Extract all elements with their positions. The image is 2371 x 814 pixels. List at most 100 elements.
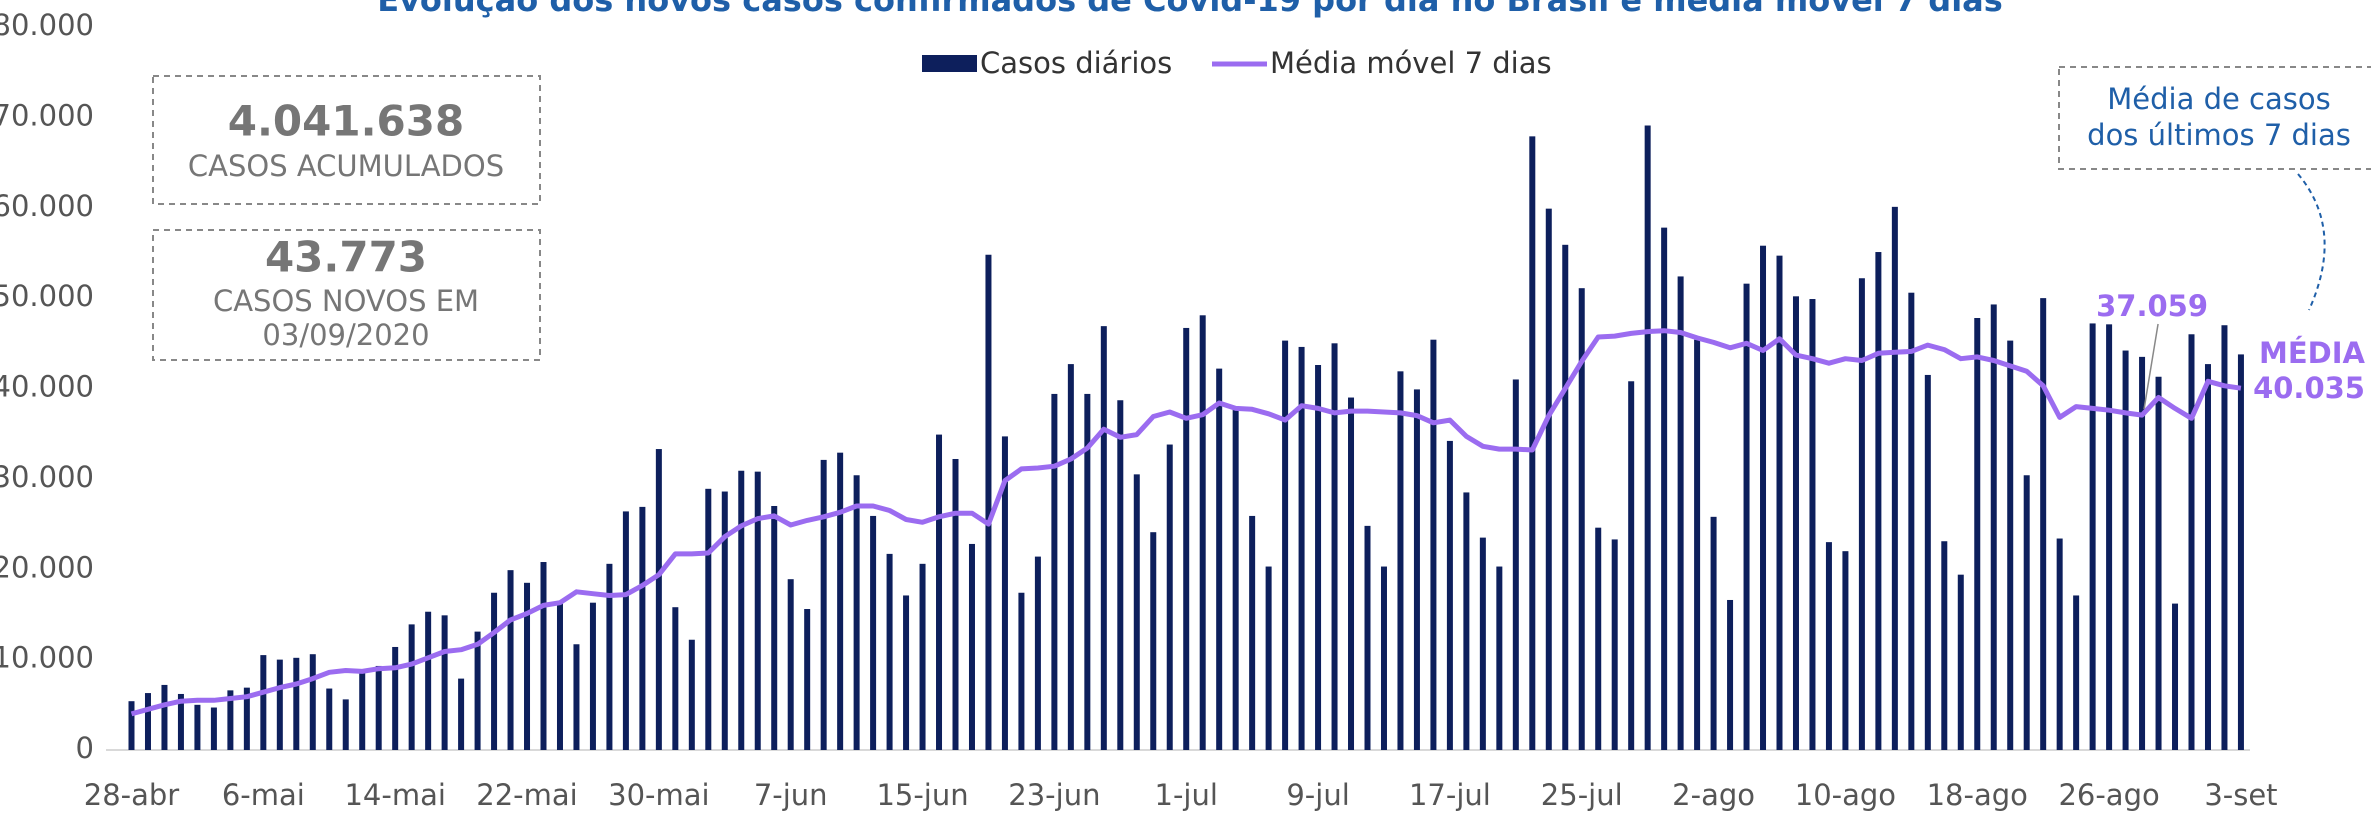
bar bbox=[392, 646, 399, 750]
x-tick-label: 22-mai bbox=[476, 778, 577, 812]
x-tick-label: 14-mai bbox=[344, 778, 445, 812]
x-tick-label: 30-mai bbox=[608, 778, 709, 812]
bar bbox=[1512, 379, 1519, 750]
bar bbox=[293, 657, 300, 750]
bar bbox=[2073, 595, 2080, 750]
y-tick-label: 50.000 bbox=[0, 279, 94, 313]
bar bbox=[1199, 315, 1206, 750]
bar bbox=[507, 570, 514, 750]
bar bbox=[2139, 356, 2146, 750]
bar bbox=[227, 690, 234, 750]
bar bbox=[1595, 527, 1602, 750]
bar bbox=[1974, 318, 1981, 750]
bar bbox=[1249, 515, 1256, 750]
x-tick-label: 6-mai bbox=[222, 778, 305, 812]
bar bbox=[672, 607, 679, 750]
bar bbox=[1578, 288, 1585, 750]
x-tick-label: 9-jul bbox=[1286, 778, 1349, 812]
bar bbox=[853, 475, 860, 750]
bar bbox=[359, 672, 366, 750]
bar bbox=[1216, 368, 1223, 750]
x-tick-label: 23-jun bbox=[1008, 778, 1100, 812]
x-tick-label: 15-jun bbox=[876, 778, 968, 812]
bar bbox=[1858, 278, 1865, 750]
bar bbox=[1677, 276, 1684, 750]
label-leader bbox=[2143, 323, 2159, 410]
bar bbox=[968, 543, 975, 750]
bar bbox=[1232, 407, 1239, 750]
bar bbox=[1397, 371, 1404, 750]
bar bbox=[1315, 365, 1322, 750]
bar bbox=[2040, 298, 2047, 750]
bar bbox=[738, 470, 745, 750]
bar bbox=[243, 687, 250, 750]
bar bbox=[408, 624, 415, 750]
bar bbox=[1117, 400, 1124, 750]
bar bbox=[128, 701, 135, 750]
bar bbox=[1529, 136, 1536, 750]
y-tick-label: 80.000 bbox=[0, 8, 94, 42]
bar bbox=[1743, 283, 1750, 750]
bar bbox=[1957, 574, 1964, 750]
y-tick-label: 20.000 bbox=[0, 550, 94, 584]
bar bbox=[2221, 325, 2228, 750]
bar bbox=[1084, 393, 1091, 750]
bar bbox=[540, 562, 547, 750]
bar bbox=[1727, 599, 1734, 750]
bar bbox=[2056, 538, 2063, 750]
x-tick-label: 26-ago bbox=[2058, 778, 2159, 812]
bar bbox=[524, 582, 531, 750]
bar bbox=[1694, 339, 1701, 750]
bar bbox=[425, 611, 432, 750]
bar bbox=[1809, 299, 1816, 750]
bar bbox=[2204, 364, 2211, 750]
bar bbox=[1100, 326, 1107, 750]
bar bbox=[606, 563, 613, 750]
bar bbox=[1018, 592, 1025, 750]
note-connector bbox=[2297, 173, 2326, 311]
bar bbox=[1891, 206, 1898, 750]
bar bbox=[2007, 340, 2014, 750]
bar bbox=[1331, 343, 1338, 750]
y-tick-label: 60.000 bbox=[0, 189, 94, 223]
bar bbox=[903, 595, 910, 750]
bar bbox=[342, 699, 349, 750]
chart-title: Evolução dos novos casos confirmados de … bbox=[377, 0, 2003, 19]
bar bbox=[870, 515, 877, 750]
x-tick-label: 10-ago bbox=[1795, 778, 1896, 812]
x-tick-label: 3-set bbox=[2204, 778, 2277, 812]
legend-label: Média móvel 7 dias bbox=[1270, 46, 1552, 80]
x-tick-label: 25-jul bbox=[1541, 778, 1623, 812]
bar bbox=[1348, 397, 1355, 750]
new-cases-label: 03/09/2020 bbox=[262, 318, 429, 352]
bar bbox=[1924, 374, 1931, 750]
bar bbox=[721, 491, 728, 750]
bar bbox=[1908, 292, 1915, 750]
bar bbox=[375, 665, 382, 750]
bar bbox=[1364, 525, 1371, 750]
bar bbox=[1545, 208, 1552, 750]
bar bbox=[936, 434, 943, 750]
x-tick-label: 1-jul bbox=[1155, 778, 1218, 812]
bar bbox=[1990, 304, 1997, 750]
new-cases-label: CASOS NOVOS EM bbox=[213, 284, 479, 318]
bar bbox=[1710, 516, 1717, 750]
bar bbox=[1183, 327, 1190, 750]
new-cases-value: 43.773 bbox=[265, 233, 427, 282]
bar bbox=[1298, 346, 1305, 750]
bar bbox=[1562, 244, 1569, 750]
bar bbox=[326, 688, 333, 750]
bar bbox=[1001, 436, 1008, 750]
bar bbox=[474, 631, 481, 750]
bar bbox=[1430, 339, 1437, 750]
bar bbox=[886, 553, 893, 750]
accumulated-box bbox=[152, 75, 541, 205]
bar bbox=[458, 678, 465, 750]
y-tick-label: 40.000 bbox=[0, 370, 94, 404]
legend-label: Casos diários bbox=[980, 46, 1172, 80]
bar bbox=[1792, 296, 1799, 750]
bar bbox=[754, 471, 761, 750]
bar bbox=[1463, 492, 1470, 750]
bar bbox=[1941, 541, 1948, 750]
